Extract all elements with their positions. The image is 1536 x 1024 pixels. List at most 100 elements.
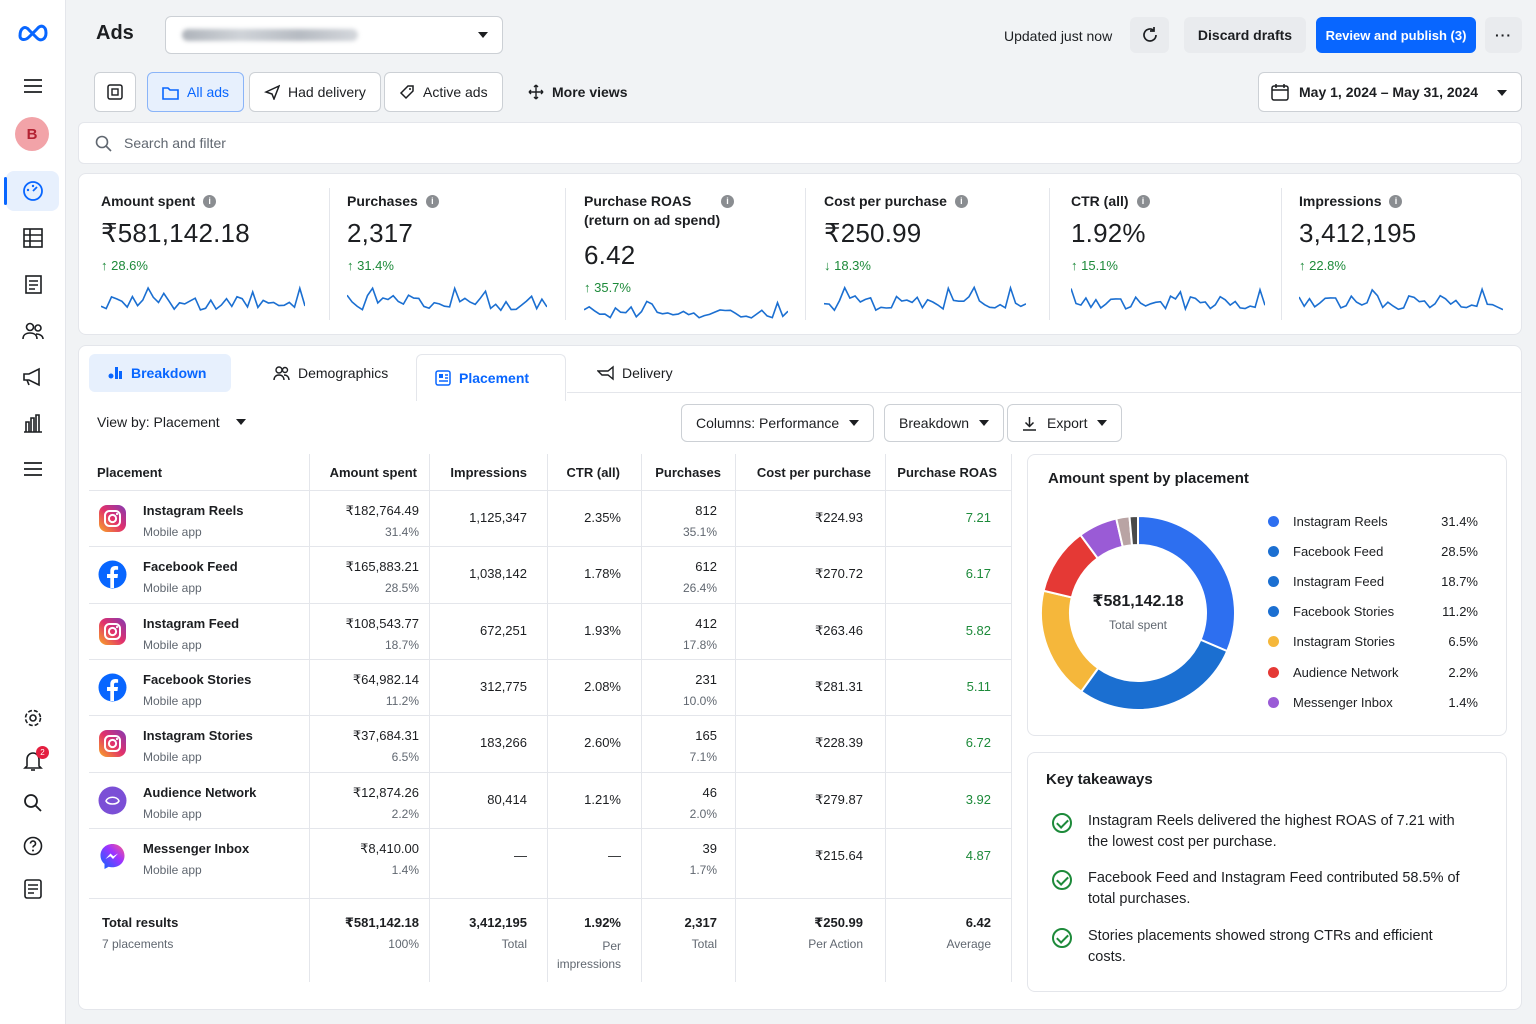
table-row[interactable]: Facebook Stories Mobile app ₹64,982.14 11.2… (89, 658, 1011, 715)
tab-breakdown[interactable]: Breakdown (89, 354, 231, 392)
breakdown-button[interactable]: Breakdown (884, 404, 1005, 442)
legend-item[interactable]: Facebook Feed 28.5% (1268, 541, 1478, 561)
legend-item[interactable]: Instagram Stories 6.5% (1268, 632, 1478, 652)
info-icon[interactable]: i (1136, 195, 1150, 208)
table-row[interactable]: Instagram Feed Mobile app ₹108,543.77 18.7%… (89, 602, 1011, 659)
sidebar-item-pages[interactable] (6, 265, 59, 305)
avatar[interactable]: B (15, 117, 49, 151)
table-row[interactable]: Instagram Reels Mobile app ₹182,764.49 31.4… (89, 490, 1011, 546)
view-by-selector[interactable]: View by: Placement (97, 414, 246, 430)
purchases: 39 (702, 840, 717, 856)
sidebar-item-settings[interactable] (6, 698, 59, 738)
kpi-cost-per-purchase[interactable]: Cost per purchase i ₹250.99 ↓ 18.3% (824, 174, 1034, 334)
table-row[interactable]: Messenger Inbox Mobile app ₹8,410.00 1.4% — —… (89, 827, 1011, 884)
sidebar-item-feedback[interactable] (6, 869, 59, 909)
column-header[interactable]: Purchases (655, 464, 721, 480)
kpi-delta: ↓ 18.3% (824, 258, 871, 273)
sidebar-item-campaigns[interactable] (6, 357, 59, 397)
table-row[interactable]: Facebook Feed Mobile app ₹165,883.21 28.5% 1… (89, 546, 1011, 602)
sidebar-item-help[interactable] (6, 826, 59, 866)
column-header[interactable]: Cost per purchase (756, 464, 871, 480)
column-header[interactable]: Purchase ROAS (897, 464, 997, 480)
legend-swatch (1268, 636, 1279, 648)
amount-spent-pct: 31.4% (384, 525, 419, 539)
refresh-button[interactable] (1130, 17, 1169, 53)
view-had-delivery[interactable]: Had delivery (249, 72, 381, 112)
search-input[interactable] (124, 135, 724, 151)
more-views-label: More views (552, 84, 628, 100)
kpi-value: 6.42 (584, 240, 636, 270)
info-icon[interactable]: i (721, 195, 734, 208)
column-header[interactable]: Impressions (450, 464, 527, 480)
review-publish-button[interactable]: Review and publish (3) (1316, 17, 1476, 53)
kpi-delta: ↑ 22.8% (1299, 258, 1346, 273)
account-selector[interactable] (165, 16, 503, 54)
placement-name[interactable]: Instagram Reels (143, 503, 244, 518)
info-icon[interactable]: i (1389, 195, 1403, 208)
placement-name[interactable]: Instagram Feed (143, 615, 240, 631)
donut-chart[interactable] (1028, 503, 1248, 723)
column-header[interactable]: CTR (all) (566, 464, 620, 480)
table-row[interactable]: Audience Network Mobile app ₹12,874.26 2.2%… (89, 771, 1011, 828)
sidebar-item-notifications[interactable] (6, 741, 59, 781)
info-icon[interactable]: i (954, 195, 968, 208)
view-all-ads[interactable]: All ads (147, 72, 245, 112)
total-label: Total results (102, 915, 179, 930)
placement-name[interactable]: Facebook Stories (143, 671, 252, 687)
sidebar-item-reports[interactable] (6, 403, 59, 443)
column-header[interactable]: Placement (97, 464, 163, 480)
total-purchases: 2,317 (684, 915, 717, 930)
kpi-impressions[interactable]: Impressions i 3,412,195 ↑ 22.8% (1299, 174, 1509, 334)
date-range-picker[interactable]: May 1, 2024 – May 31, 2024 (1258, 72, 1522, 112)
info-icon[interactable]: i (203, 195, 217, 208)
sparkline-path (824, 285, 1026, 312)
kpi-ctr[interactable]: CTR (all) i 1.92% ↑ 15.1% (1071, 174, 1271, 334)
table-row[interactable]: Instagram Stories Mobile app ₹37,684.31 6.5… (89, 715, 1011, 771)
donut-slice-6[interactable] (1128, 514, 1139, 547)
kpi-purchase-roas[interactable]: Purchase ROAS (return on ad spend) i 6.4… (584, 174, 794, 334)
menu-icon[interactable] (6, 66, 59, 106)
sidebar-item-dashboard[interactable] (4, 171, 59, 211)
kpi-delta: ↑ 28.6% (101, 258, 148, 273)
tab-demographics[interactable]: Demographics (255, 354, 406, 392)
sidebar-item-table[interactable] (6, 218, 59, 258)
sidebar-item-search[interactable] (6, 783, 59, 823)
placement-name[interactable]: Instagram Stories (143, 728, 253, 744)
legend-item[interactable]: Facebook Stories 11.2% (1268, 602, 1478, 622)
legend-value: 31.4% (1441, 513, 1478, 529)
placement-name[interactable]: Audience Network (143, 784, 257, 800)
view-active-ads[interactable]: Active ads (384, 72, 503, 112)
tab-placement[interactable]: Placement (416, 354, 566, 401)
discard-drafts-button[interactable]: Discard drafts (1184, 17, 1306, 53)
kpi-amount-spent[interactable]: Amount spent i ₹581,142.18 ↑ 28.6% (101, 174, 327, 334)
sidebar-item-audiences[interactable] (6, 311, 59, 351)
purchase-roas: 5.11 (966, 678, 991, 694)
more-options-button[interactable]: ··· (1485, 17, 1522, 53)
total-sub: 7 placements (102, 937, 174, 951)
legend-item[interactable]: Audience Network 2.2% (1268, 662, 1478, 682)
chevron-down-icon (478, 32, 488, 38)
legend-label: Instagram Reels (1293, 513, 1388, 529)
kpi-purchases[interactable]: Purchases i 2,317 ↑ 31.4% (347, 174, 557, 334)
donut-slice-1[interactable] (1079, 638, 1229, 711)
legend-item[interactable]: Messenger Inbox 1.4% (1268, 692, 1478, 712)
meta-logo[interactable] (6, 12, 59, 52)
legend-item[interactable]: Instagram Reels 31.4% (1268, 511, 1478, 531)
export-button[interactable]: Export (1007, 404, 1123, 442)
toggle-panel-button[interactable] (94, 72, 136, 112)
placement-name[interactable]: Messenger Inbox (143, 840, 250, 856)
info-icon[interactable]: i (425, 195, 439, 208)
amount-spent-pct: 1.4% (391, 862, 419, 877)
column-divider (309, 454, 310, 982)
sparkline (824, 285, 1026, 312)
purchases: 412 (695, 615, 717, 631)
tab-delivery[interactable]: Delivery (579, 354, 691, 392)
placement-name[interactable]: Facebook Feed (143, 559, 238, 575)
total-impressions: 3,412,195 (469, 915, 527, 930)
column-header[interactable]: Amount spent (329, 464, 417, 480)
legend-item[interactable]: Instagram Feed 18.7% (1268, 571, 1478, 591)
sidebar-item-all-tools[interactable] (6, 449, 59, 489)
cost-per-purchase: ₹270.72 (814, 566, 863, 582)
columns-button[interactable]: Columns: Performance (681, 404, 875, 442)
more-views-button[interactable]: More views (528, 84, 627, 100)
